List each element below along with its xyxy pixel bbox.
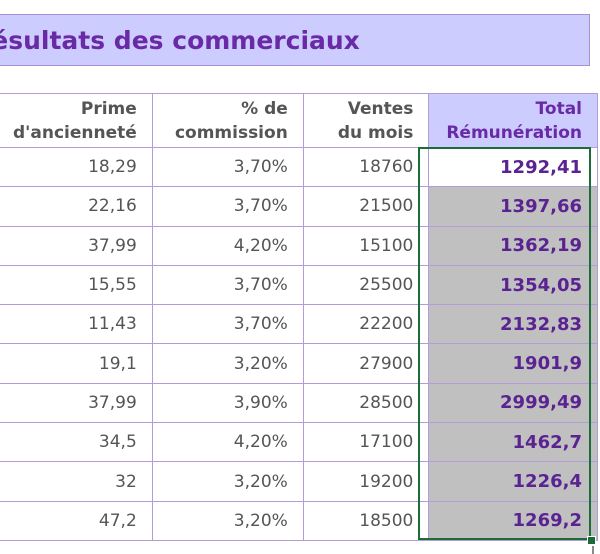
cell-ventes[interactable]: 22200 <box>302 304 430 345</box>
cell-total-active[interactable]: 1292,41 <box>428 146 598 188</box>
data-table: Prime d'ancienneté % de commission Vente… <box>0 93 598 541</box>
cell-commission[interactable]: 3,70% <box>151 186 304 227</box>
cell-commission[interactable]: 4,20% <box>151 225 304 266</box>
header-total[interactable]: Total Rémunération <box>428 93 598 148</box>
cell-prime[interactable]: 19,1 <box>0 343 153 384</box>
cell-ventes[interactable]: 27900 <box>302 343 430 384</box>
cell-commission[interactable]: 3,70% <box>151 264 304 306</box>
cell-commission[interactable]: 3,70% <box>151 146 304 188</box>
cell-prime[interactable]: 32 <box>0 461 153 502</box>
cell-total[interactable]: 1269,2 <box>428 500 598 541</box>
cell-prime[interactable]: 15,55 <box>0 264 153 306</box>
header-prime-line1: Prime <box>80 98 137 119</box>
cell-prime[interactable]: 37,99 <box>0 382 153 424</box>
cell-commission[interactable]: 3,20% <box>151 500 304 541</box>
cell-ventes[interactable]: 17100 <box>302 422 430 463</box>
cell-ventes[interactable]: 21500 <box>302 186 430 227</box>
cell-ventes[interactable]: 19200 <box>302 461 430 502</box>
header-ventes-line2: du mois <box>337 122 414 143</box>
cell-commission[interactable]: 4,20% <box>151 422 304 463</box>
cell-ventes[interactable]: 28500 <box>302 382 430 424</box>
table-row: 47,2 3,20% 18500 1269,2 <box>0 500 598 541</box>
cell-total[interactable]: 2132,83 <box>428 304 598 345</box>
sheet-title: Résultats des commerciaux <box>0 25 360 55</box>
cell-ventes[interactable]: 18500 <box>302 500 430 541</box>
cell-total[interactable]: 1397,66 <box>428 186 598 227</box>
fill-handle[interactable] <box>587 536 596 545</box>
table-row: 34,5 4,20% 17100 1462,7 <box>0 422 598 463</box>
cell-total[interactable]: 1226,4 <box>428 461 598 502</box>
cell-prime[interactable]: 37,99 <box>0 225 153 266</box>
table-row: 15,55 3,70% 25500 1354,05 <box>0 264 598 306</box>
cell-total[interactable]: 1354,05 <box>428 264 598 306</box>
header-commission[interactable]: % de commission <box>151 93 304 148</box>
header-total-line1: Total <box>535 98 582 119</box>
cell-ventes[interactable]: 25500 <box>302 264 430 306</box>
header-commission-line2: commission <box>174 122 288 143</box>
header-prime-line2: d'ancienneté <box>13 122 137 143</box>
header-commission-line1: % de <box>241 98 288 119</box>
cell-total[interactable]: 2999,49 <box>428 382 598 424</box>
sheet-edge-mark <box>592 546 594 554</box>
header-row: Prime d'ancienneté % de commission Vente… <box>0 93 598 148</box>
table-row: 22,16 3,70% 21500 1397,66 <box>0 186 598 227</box>
cell-commission[interactable]: 3,70% <box>151 304 304 345</box>
header-ventes[interactable]: Ventes du mois <box>302 93 430 148</box>
header-ventes-line1: Ventes <box>347 98 414 119</box>
cell-ventes[interactable]: 15100 <box>302 225 430 266</box>
table-row: 37,99 4,20% 15100 1362,19 <box>0 225 598 266</box>
header-total-line2: Rémunération <box>446 122 582 143</box>
table-row: 11,43 3,70% 22200 2132,83 <box>0 304 598 345</box>
table-row: 19,1 3,20% 27900 1901,9 <box>0 343 598 384</box>
table-row: 32 3,20% 19200 1226,4 <box>0 461 598 502</box>
table-row: 37,99 3,90% 28500 2999,49 <box>0 382 598 424</box>
cell-ventes[interactable]: 18760 <box>302 146 430 188</box>
cell-total[interactable]: 1462,7 <box>428 422 598 463</box>
cell-prime[interactable]: 34,5 <box>0 422 153 463</box>
cell-commission[interactable]: 3,20% <box>151 343 304 384</box>
cell-prime[interactable]: 47,2 <box>0 500 153 541</box>
table-row: 18,29 3,70% 18760 1292,41 <box>0 146 598 188</box>
cell-total[interactable]: 1362,19 <box>428 225 598 266</box>
cell-commission[interactable]: 3,90% <box>151 382 304 424</box>
cell-prime[interactable]: 18,29 <box>0 146 153 188</box>
cell-prime[interactable]: 22,16 <box>0 186 153 227</box>
header-prime[interactable]: Prime d'ancienneté <box>0 93 153 148</box>
cell-total[interactable]: 1901,9 <box>428 343 598 384</box>
cell-commission[interactable]: 3,20% <box>151 461 304 502</box>
sheet-title-banner[interactable]: Résultats des commerciaux <box>0 14 590 66</box>
cell-prime[interactable]: 11,43 <box>0 304 153 345</box>
